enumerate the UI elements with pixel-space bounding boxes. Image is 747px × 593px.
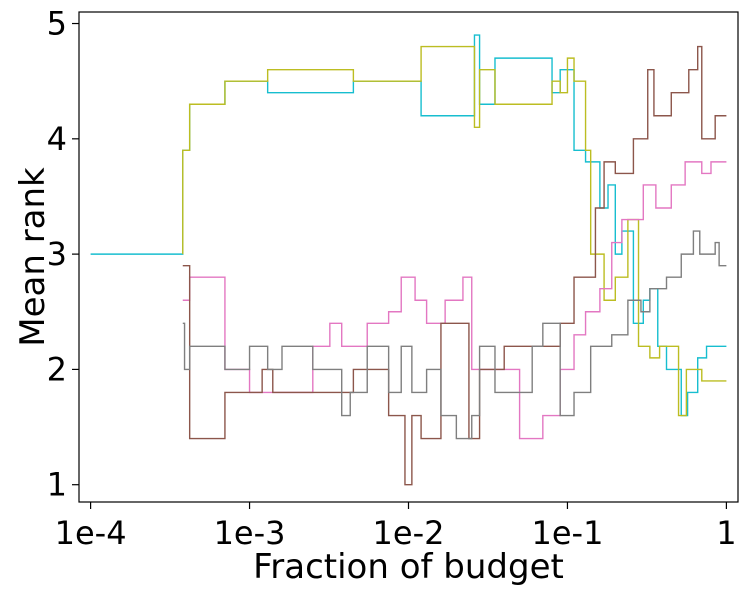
- y-axis-ticks: 1 2 3 4 5: [47, 5, 79, 504]
- y-axis-label: Mean rank: [13, 167, 53, 347]
- series-line-2: [182, 45, 727, 417]
- y-tick-label: 1: [47, 466, 67, 504]
- y-tick-label: 4: [47, 120, 67, 158]
- x-tick-label: 1: [716, 514, 736, 552]
- x-axis-label: Fraction of budget: [253, 547, 564, 587]
- y-tick-label: 3: [47, 235, 67, 273]
- series-line-1: [90, 34, 727, 417]
- x-tick-label: 1e-1: [531, 514, 603, 552]
- x-tick-label: 1e-2: [373, 514, 445, 552]
- x-tick-label: 1e-4: [55, 514, 127, 552]
- series-line-5: [182, 230, 727, 440]
- series-layer: [90, 34, 727, 486]
- y-tick-label: 2: [47, 350, 67, 388]
- y-tick-label: 5: [47, 5, 67, 43]
- x-tick-label: 1e-3: [214, 514, 286, 552]
- x-axis-ticks: 1e-4 1e-3 1e-2 1e-1 1: [55, 502, 737, 552]
